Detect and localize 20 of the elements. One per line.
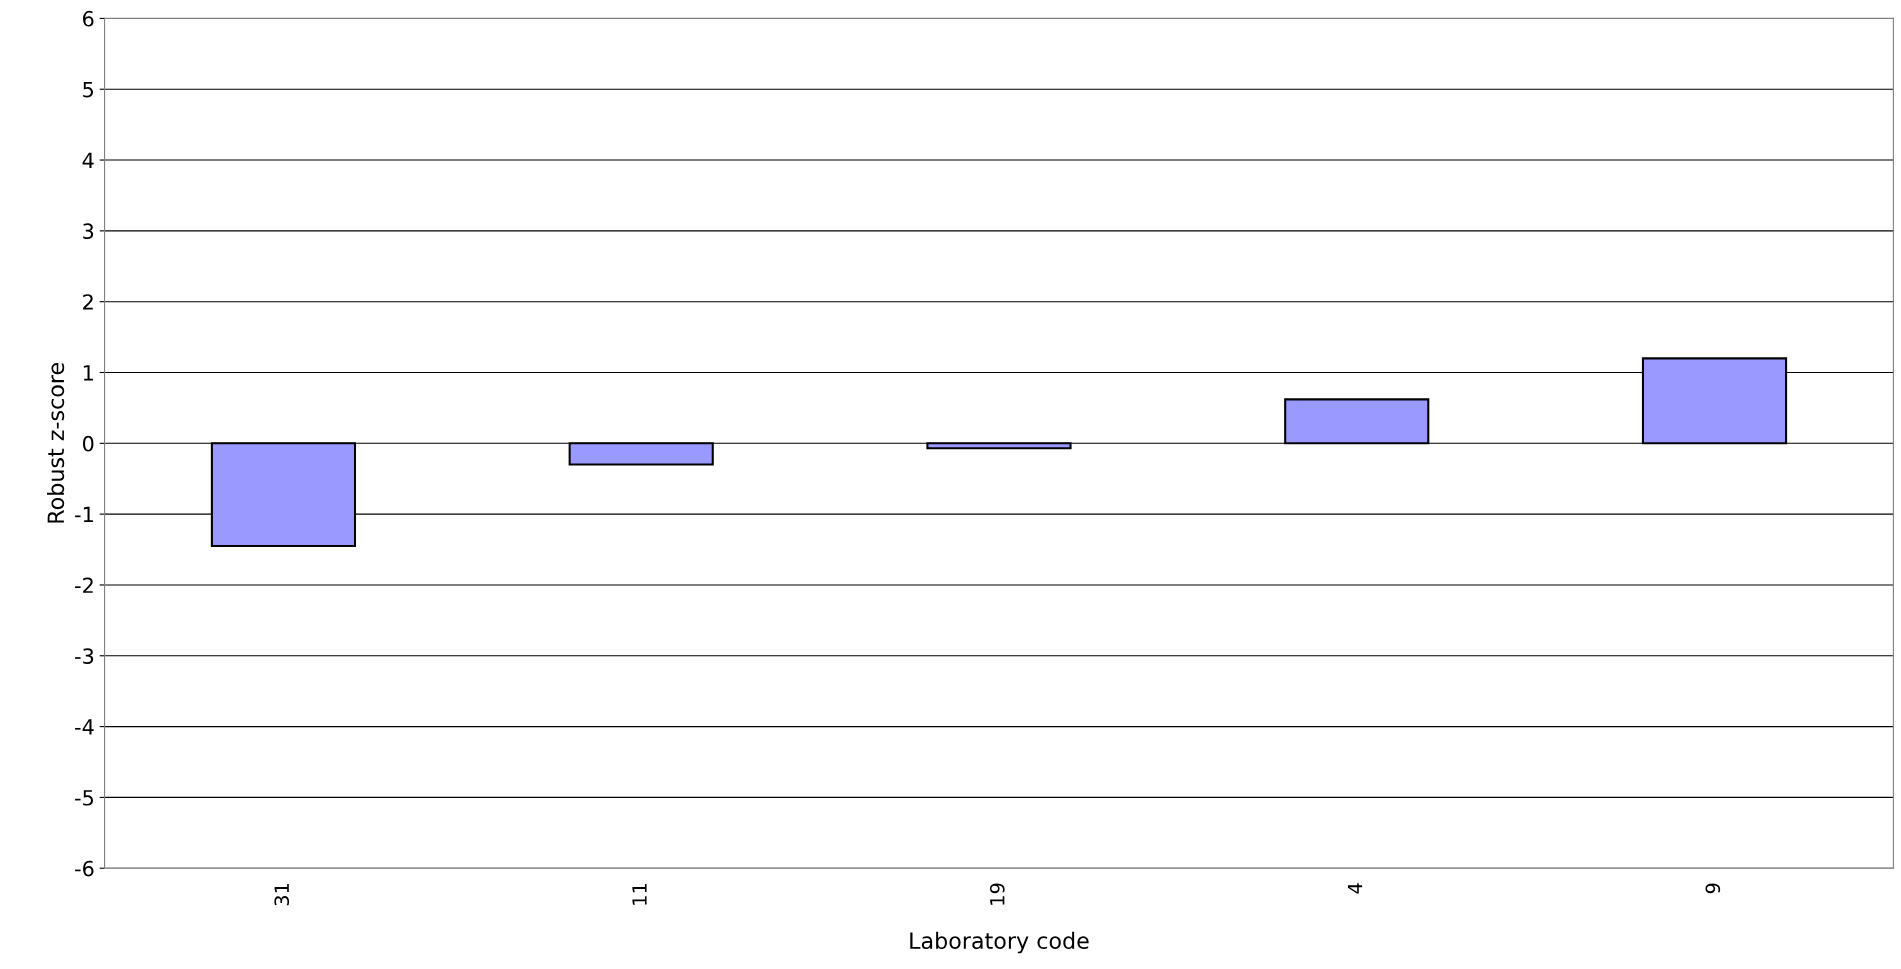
y-tick-label: -4: [75, 719, 94, 735]
x-tick-label: 11: [632, 883, 647, 905]
x-tick-label: 4: [1347, 883, 1363, 894]
y-tick-label: -6: [75, 860, 94, 877]
y-tick-label: -1: [75, 506, 93, 523]
x-tick-label: 9: [1705, 883, 1721, 894]
x-tick-label: 31: [274, 883, 290, 906]
y-tick-label: 4: [82, 152, 94, 168]
y-tick-label: -3: [75, 648, 94, 664]
y-tick-label: 3: [83, 223, 94, 240]
y-tick-label: -2: [75, 577, 93, 593]
y-tick-label: -5: [75, 790, 94, 806]
y-tick-label: 1: [83, 365, 93, 381]
y-tick-label: 5: [83, 81, 94, 98]
x-tick-label: 19: [989, 883, 1005, 905]
y-tick-label: 6: [83, 10, 94, 27]
y-axis-title: Robust z-score: [47, 363, 65, 523]
x-axis-title: Laboratory code: [910, 931, 1089, 954]
y-tick-label: 0: [82, 435, 94, 452]
y-tick-label: 2: [83, 294, 93, 310]
